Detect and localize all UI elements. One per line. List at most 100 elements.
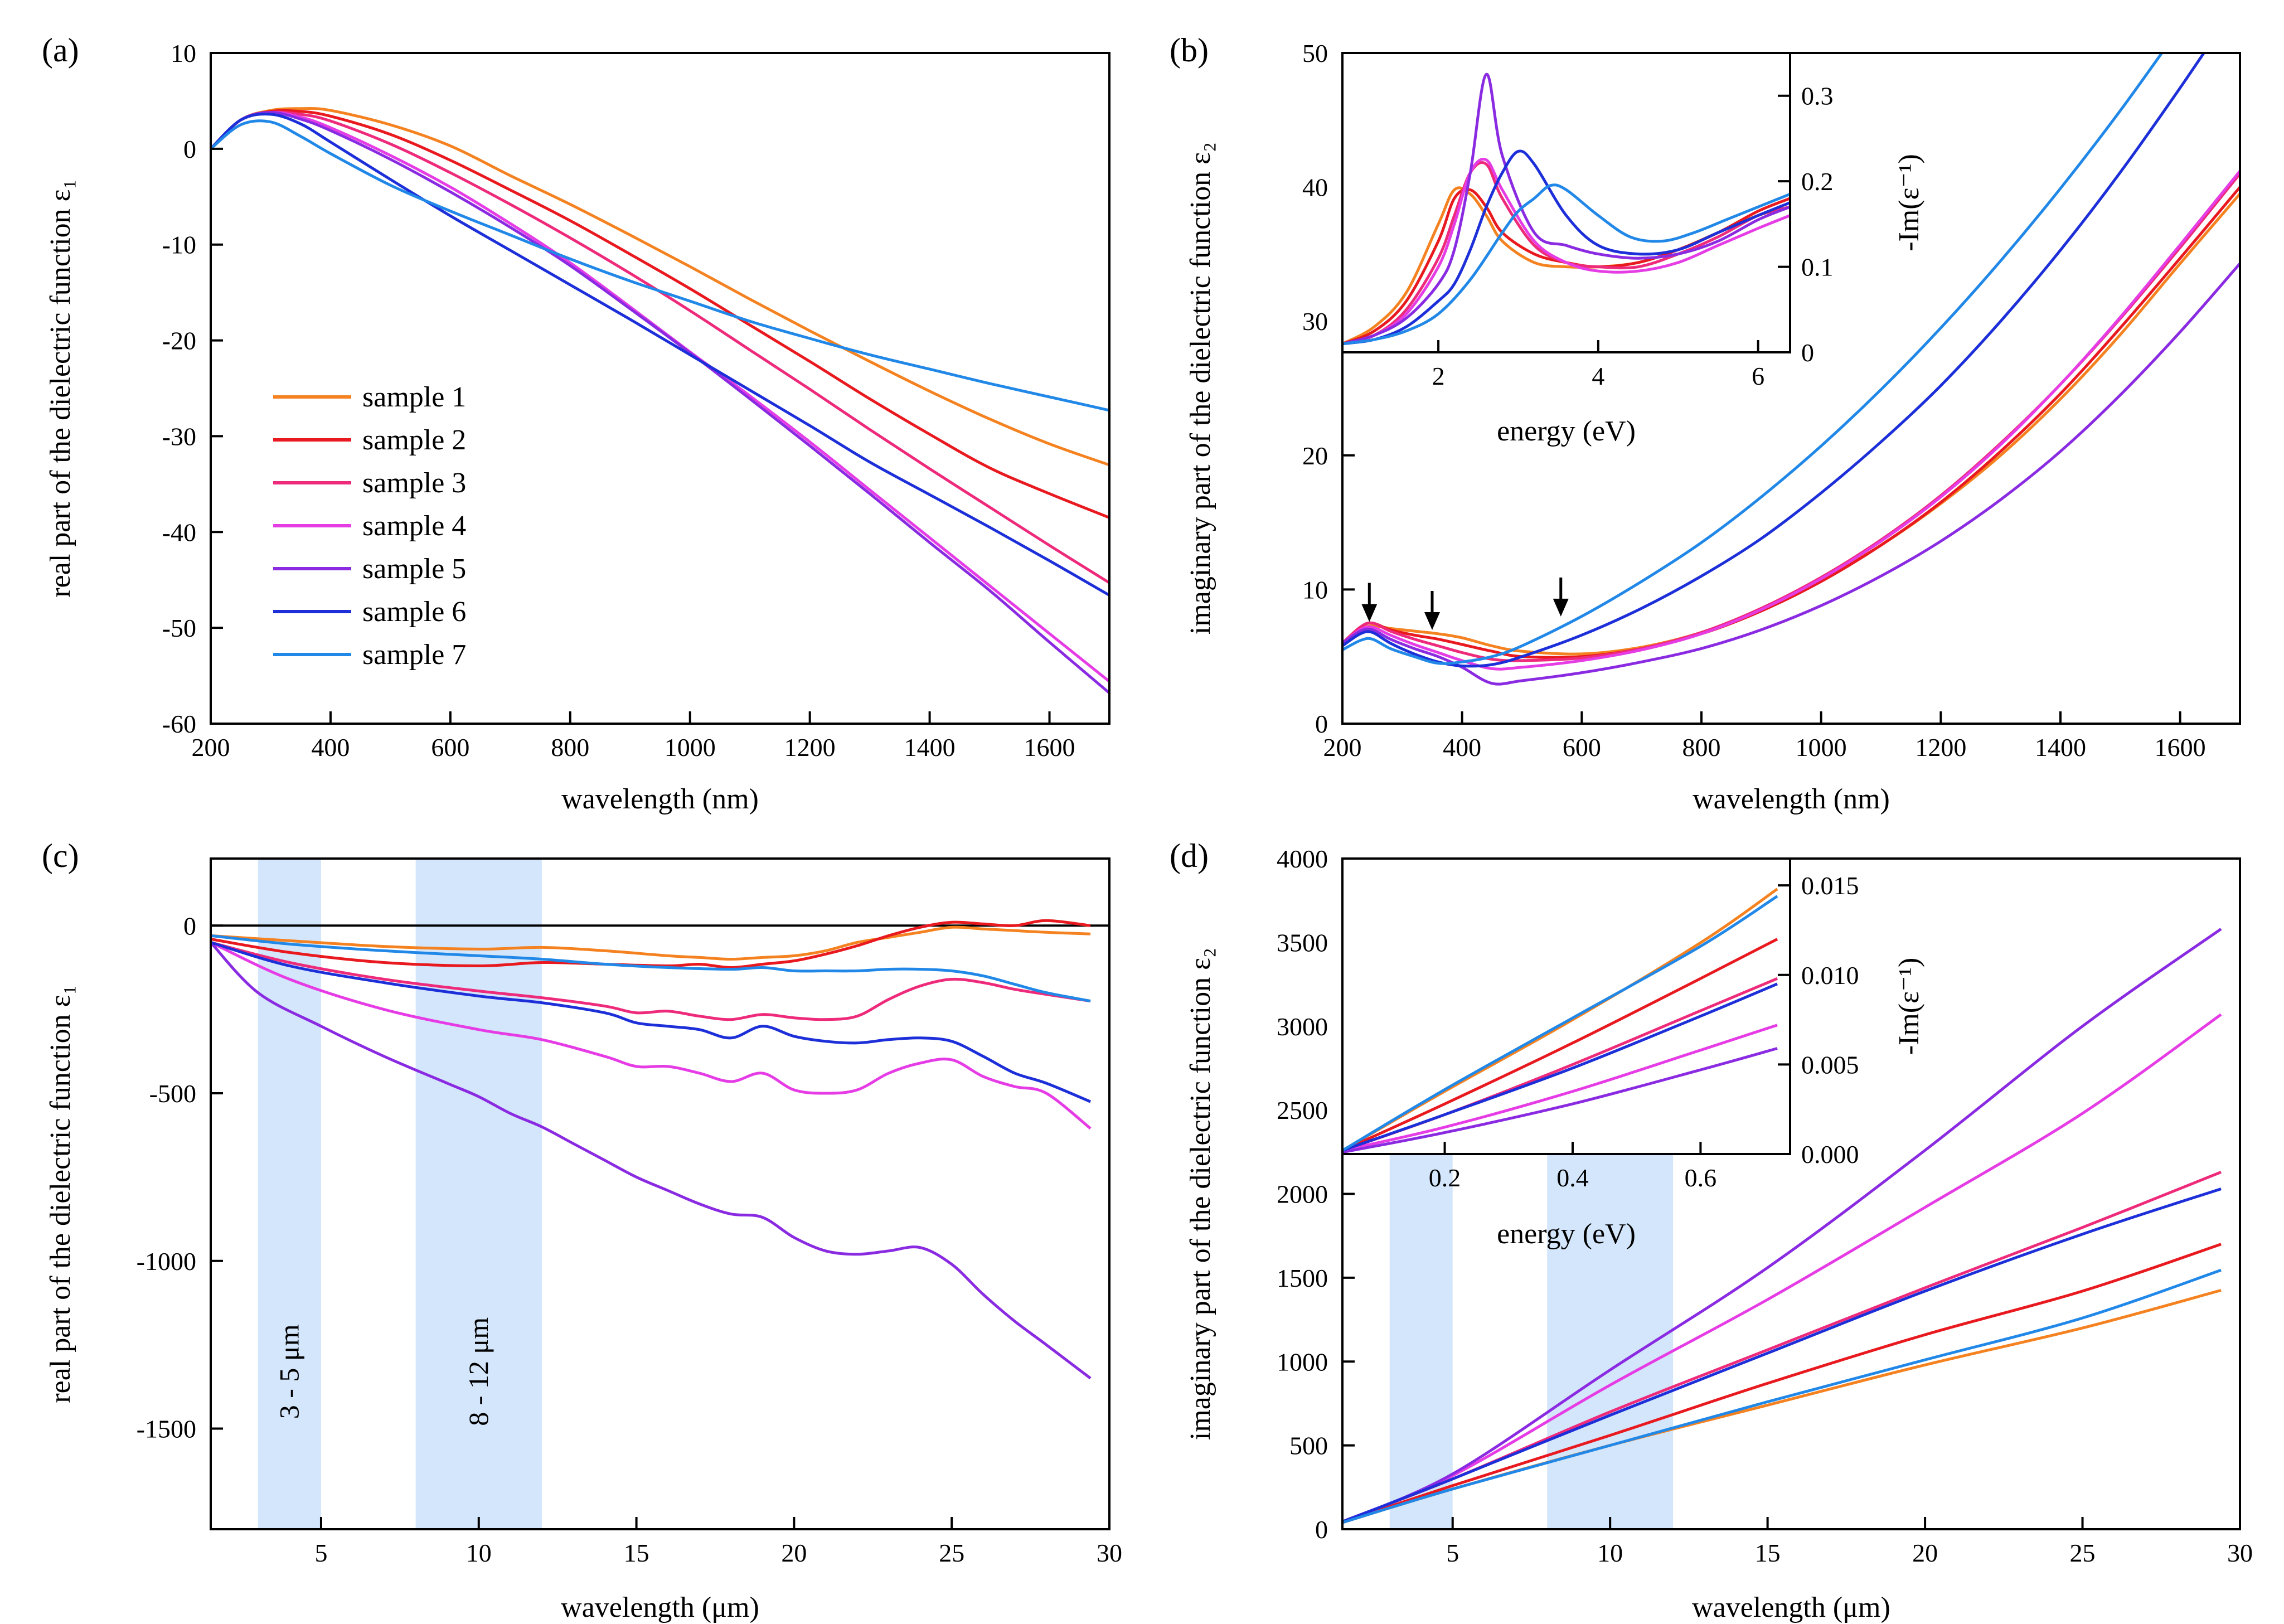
- y-tick-label: 0.000: [1801, 1140, 1859, 1169]
- series-line-sample-5: [211, 941, 1092, 1380]
- y-tick-label: 4000: [1277, 845, 1328, 873]
- series-line-sample-2: [1342, 1243, 2222, 1524]
- series-group: [1342, 53, 2240, 686]
- series-line-sample-7: [1342, 895, 1778, 1152]
- x-axis-label: wavelength (nm): [1693, 783, 1890, 815]
- band-label: 8 - 12 μm: [463, 1317, 494, 1426]
- series-line-sample-1: [211, 106, 1109, 467]
- x-axis-label: wavelength (nm): [561, 783, 759, 815]
- x-tick-label: 10: [466, 1539, 492, 1567]
- x-tick-label: 20: [781, 1539, 807, 1567]
- series-line-sample-7: [211, 934, 1091, 1003]
- y-axis-label: -Im(ε⁻¹): [1893, 154, 1925, 251]
- x-tick-label: 600: [1563, 733, 1601, 762]
- series-line-sample-5: [1342, 263, 2240, 686]
- panel-b: 200 400 600 800 1000 1200 1400 160001020304050w…: [1170, 32, 2241, 815]
- x-axis-label: energy (eV): [1497, 1218, 1636, 1250]
- y-tick-label: 50: [1302, 39, 1328, 67]
- band-1: [415, 859, 542, 1529]
- x-tick-label: 0.6: [1685, 1164, 1717, 1192]
- y-tick-label: -10: [162, 231, 196, 259]
- x-tick-label: 400: [311, 733, 350, 762]
- panel-b-inset: 2 4 6 0 0.1 0.2 0.3 energy (eV) -Im(ε⁻¹): [1341, 52, 1925, 447]
- y-tick-label: 20: [1302, 442, 1328, 470]
- series-line-sample-4: [211, 111, 1109, 683]
- series-line-sample-7: [1342, 1268, 2222, 1524]
- series-line-sample-5: [1342, 72, 1790, 346]
- series-line-sample-2: [211, 919, 1091, 969]
- legend: sample 1 sample 2 sample 3 sample 4 sample 5…: [273, 381, 466, 671]
- arrow-head: [1424, 612, 1440, 630]
- series-line-sample-6: [211, 113, 1109, 597]
- y-tick-label: 0.015: [1801, 871, 1859, 900]
- y-tick-label: -60: [162, 710, 196, 738]
- y-tick-label: -500: [149, 1079, 196, 1108]
- panel-label: (d): [1170, 837, 1209, 874]
- y-tick-label: 2500: [1277, 1096, 1328, 1124]
- y-tick-label: 0.2: [1801, 167, 1834, 196]
- y-tick-label: 500: [1289, 1432, 1328, 1460]
- series-line-sample-4: [211, 941, 1092, 1130]
- series-line-sample-1: [211, 925, 1091, 961]
- y-tick-label: 1000: [1277, 1347, 1328, 1376]
- series-line-sample-7: [1342, 183, 1790, 346]
- panel-a: 200 400 600 800 1000 1200 1400 1600 10 0 -10 -20 -30…: [42, 32, 1111, 815]
- y-tick-label: 0.3: [1801, 82, 1834, 110]
- y-tick-label: 40: [1302, 173, 1328, 202]
- series-line-sample-6: [1342, 53, 2206, 668]
- series-line-sample-7: [211, 119, 1109, 412]
- y-tick-label: 0.005: [1801, 1050, 1859, 1079]
- legend-label: sample 3: [362, 467, 466, 499]
- y-tick-label: 0: [1315, 710, 1328, 738]
- x-tick-label: 15: [1755, 1539, 1781, 1567]
- x-tick-label: 5: [1446, 1539, 1459, 1567]
- y-axis-label: -Im(ε⁻¹): [1893, 958, 1925, 1055]
- y-tick-label: 0.010: [1801, 961, 1859, 990]
- series-line-sample-6: [1342, 149, 1790, 346]
- y-tick-label: 10: [1302, 575, 1328, 604]
- x-tick-label: 400: [1443, 733, 1481, 762]
- x-tick-label: 25: [2070, 1539, 2096, 1567]
- series-group: [1342, 888, 1778, 1154]
- band-label: 3 - 5 μm: [273, 1324, 304, 1419]
- legend-label: sample 4: [362, 510, 466, 542]
- series-line-sample-4: [1342, 1013, 2222, 1523]
- series-line-sample-6: [1342, 982, 1778, 1152]
- series-line-sample-6: [1342, 1187, 2222, 1523]
- series-line-sample-3: [211, 110, 1109, 584]
- x-tick-label: 1000: [1796, 733, 1847, 762]
- x-tick-label: 10: [1597, 1539, 1623, 1567]
- series-line-sample-5: [211, 111, 1109, 694]
- y-tick-label: 2000: [1277, 1180, 1328, 1209]
- plot-frame: [1341, 857, 1791, 1155]
- x-tick-label: 6: [1752, 362, 1764, 390]
- series-group: [211, 106, 1109, 694]
- panel-label: (b): [1170, 32, 1209, 69]
- y-tick-label: -1000: [137, 1247, 196, 1276]
- x-tick-label: 200: [1323, 733, 1362, 762]
- x-tick-label: 1000: [665, 733, 716, 762]
- y-tick-label: 3500: [1277, 928, 1328, 957]
- panel-c: 3 - 5 μm 8 - 12 μm 5 10 15 20 25 30 0 -500 -1000 -1…: [42, 837, 1122, 1623]
- x-tick-label: 1200: [1915, 733, 1966, 762]
- y-tick-label: -20: [162, 327, 196, 355]
- series-line-sample-6: [211, 941, 1092, 1103]
- y-tick-label: 0: [183, 912, 196, 940]
- y-tick-label: 0: [1801, 338, 1814, 367]
- y-tick-label: 0: [183, 135, 196, 163]
- x-axis-label: wavelength (μm): [1692, 1592, 1890, 1623]
- y-tick-label: 3000: [1277, 1012, 1328, 1041]
- x-tick-label: 0.4: [1556, 1164, 1589, 1192]
- x-tick-label: 800: [551, 733, 589, 762]
- y-axis-label: imaginary part of the dielectric functio…: [1185, 948, 1216, 1440]
- series-line-sample-2: [1342, 938, 1778, 1152]
- x-tick-label: 1600: [1024, 733, 1075, 762]
- x-tick-label: 2: [1432, 362, 1445, 390]
- series-line-sample-5: [1342, 928, 2222, 1523]
- series-line-sample-1: [1342, 1288, 2222, 1524]
- legend-label: sample 7: [362, 639, 466, 671]
- legend-label: sample 6: [362, 596, 466, 628]
- x-tick-label: 1400: [2035, 733, 2086, 762]
- x-tick-label: 4: [1592, 362, 1604, 390]
- y-tick-label: 0.1: [1801, 253, 1834, 282]
